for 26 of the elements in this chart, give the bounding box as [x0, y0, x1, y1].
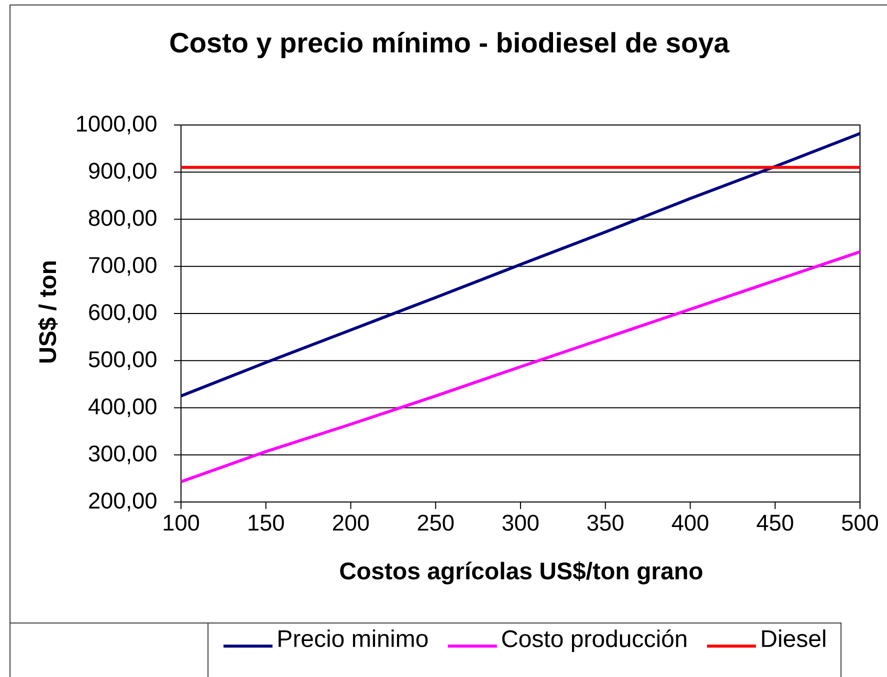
y-tick-label: 300,00 — [88, 446, 156, 464]
line-series — [181, 132, 860, 398]
x-tick-label: 300 — [502, 514, 539, 531]
x-tick-label: 100 — [164, 514, 200, 531]
x-tick-label: 500 — [842, 514, 878, 531]
legend-label: Precio minimo — [278, 629, 428, 648]
x-tick-label: 250 — [418, 514, 454, 531]
x-tick-label: 150 — [248, 514, 284, 531]
x-axis-title: Costos agrícolas US$/ton grano — [340, 561, 702, 584]
y-tick-label: 900,00 — [89, 162, 156, 182]
x-tick-label: 200 — [332, 514, 369, 531]
x-tick-label: 350 — [587, 514, 624, 531]
x-tick-label: 450 — [756, 514, 794, 531]
x-tick-label: 400 — [672, 514, 708, 531]
legend-label: Diesel — [762, 629, 826, 648]
chart-title: Costo y precio mínimo - biodiesel de soya — [170, 32, 730, 58]
line-series — [181, 250, 860, 484]
y-tick-label: 500,00 — [88, 351, 156, 370]
y-tick-label: 1000,00 — [77, 116, 156, 134]
y-tick-label: 700,00 — [89, 257, 156, 276]
y-tick-label: 800,00 — [88, 210, 156, 229]
y-axis-title: US$ / ton — [38, 261, 58, 363]
y-tick-label: 400,00 — [88, 398, 156, 418]
y-tick-label: 200,00 — [89, 492, 156, 512]
y-tick-label: 600,00 — [89, 304, 156, 323]
legend-label: Costo producción — [502, 629, 686, 652]
